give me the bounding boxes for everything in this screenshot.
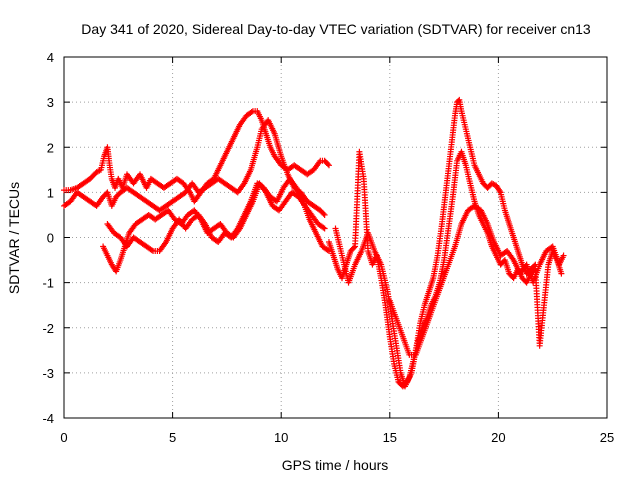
y-tick-label: 2 xyxy=(47,140,54,155)
data-point xyxy=(321,225,328,232)
data-points xyxy=(61,96,567,390)
y-axis-label: SDTVAR / TECUs xyxy=(6,182,22,294)
y-tick-label: -4 xyxy=(42,411,54,426)
y-tick-label: 4 xyxy=(47,50,54,65)
data-series-4 xyxy=(104,175,332,255)
data-point xyxy=(560,252,567,259)
data-point xyxy=(324,161,331,168)
data-series-1 xyxy=(61,108,332,205)
x-axis-label: GPS time / hours xyxy=(282,457,389,473)
y-tick-label: -3 xyxy=(42,366,54,381)
data-series-7 xyxy=(386,202,567,358)
axis-ticks: 0 5 10 15 20 25 -4 -3 -2 -1 0 1 2 3 4 xyxy=(42,50,614,445)
data-point xyxy=(558,270,565,277)
x-tick-label: 25 xyxy=(600,430,614,445)
data-point xyxy=(496,188,503,195)
y-tick-label: -1 xyxy=(42,276,54,291)
y-tick-label: 3 xyxy=(47,95,54,110)
x-tick-label: 0 xyxy=(60,430,67,445)
x-tick-label: 15 xyxy=(383,430,397,445)
y-tick-label: 0 xyxy=(47,231,54,246)
y-tick-label: -2 xyxy=(42,321,54,336)
y-tick-label: 1 xyxy=(47,185,54,200)
data-point xyxy=(248,109,255,116)
data-point xyxy=(320,210,327,217)
data-series-2 xyxy=(61,117,328,218)
x-tick-label: 10 xyxy=(274,430,288,445)
data-point xyxy=(320,224,327,231)
data-point xyxy=(321,211,328,218)
data-point xyxy=(350,244,357,251)
x-tick-label: 5 xyxy=(169,430,176,445)
data-series-5 xyxy=(325,96,539,390)
x-tick-label: 20 xyxy=(491,430,505,445)
data-point xyxy=(148,247,155,254)
chart-title: Day 341 of 2020, Sidereal Day-to-day VTE… xyxy=(81,21,591,37)
data-point xyxy=(325,162,332,169)
